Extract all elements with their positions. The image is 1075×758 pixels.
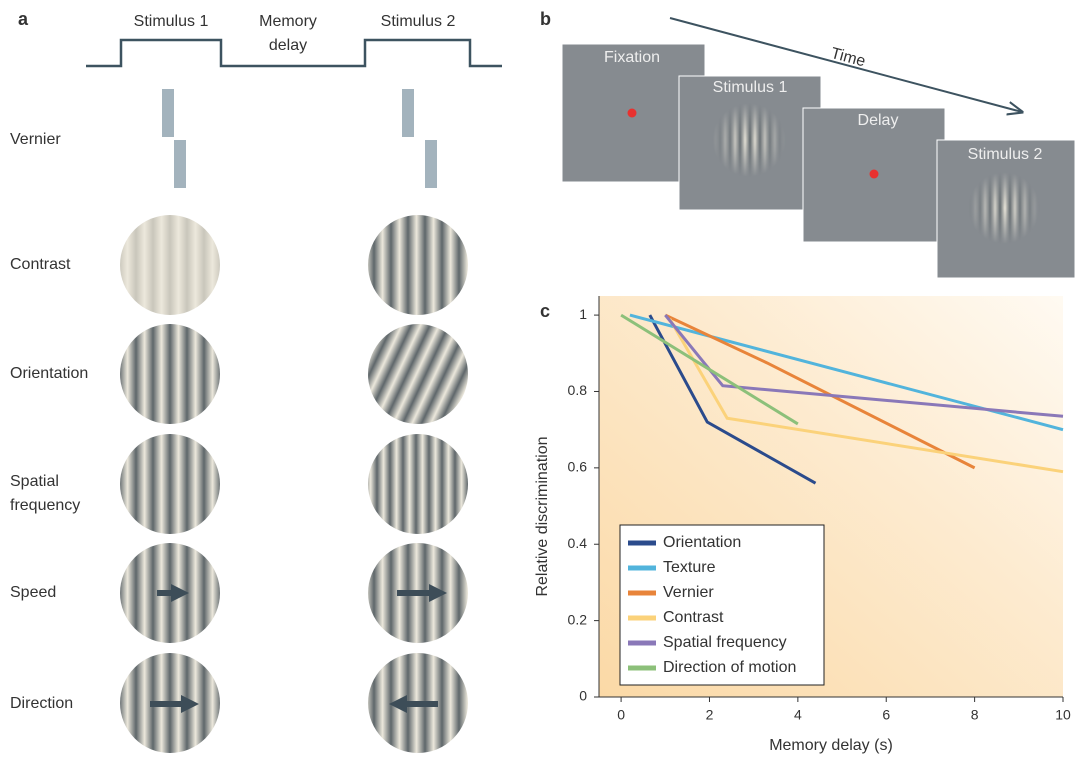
x-tick-label: 2 bbox=[706, 707, 714, 723]
gabor bbox=[968, 172, 1040, 244]
series-line bbox=[620, 313, 799, 426]
row-label: Orientation bbox=[10, 365, 88, 382]
frame-label: Delay bbox=[858, 112, 899, 129]
row-label: Speed bbox=[10, 584, 56, 601]
row-label: Contrast bbox=[10, 256, 71, 273]
legend-box bbox=[619, 524, 825, 686]
legend-label: Direction of motion bbox=[663, 659, 796, 676]
y-tick-label: 0.4 bbox=[568, 535, 588, 551]
timeline-label: Stimulus 1 bbox=[134, 13, 209, 30]
legend-label: Vernier bbox=[663, 584, 714, 601]
panel-label: b bbox=[540, 9, 551, 29]
frame-label: Stimulus 2 bbox=[968, 146, 1043, 163]
row-label: Direction bbox=[10, 695, 73, 712]
y-tick-label: 0.6 bbox=[568, 459, 588, 475]
x-tick-label: 4 bbox=[794, 707, 802, 723]
frame-label: Stimulus 1 bbox=[713, 79, 788, 96]
y-tick-label: 0 bbox=[579, 688, 587, 704]
row-label: Vernier bbox=[10, 131, 61, 148]
series-line bbox=[668, 318, 1064, 474]
timeline-label: Stimulus 2 bbox=[381, 13, 456, 30]
y-tick-label: 0.2 bbox=[568, 611, 588, 627]
row-label: Spatial frequency bbox=[10, 473, 81, 514]
legend-label: Contrast bbox=[663, 609, 724, 626]
panel-label: a bbox=[18, 9, 29, 29]
fixation-dot bbox=[869, 169, 879, 179]
chart: 0 2 4 6 8 10 0 0.2 0.4 0.6 0.8 1 Memory delay (s) Rel… bbox=[534, 296, 1071, 754]
frame-label: Fixation bbox=[604, 49, 660, 66]
legend-label: Spatial frequency bbox=[663, 634, 787, 651]
vernier-bars bbox=[162, 89, 437, 188]
y-tick-label: 0.8 bbox=[568, 382, 588, 398]
series-line bbox=[664, 313, 976, 470]
y-axis-label: Relative discrimination bbox=[534, 436, 551, 596]
y-tick-label: 1 bbox=[579, 306, 587, 322]
x-tick-label: 0 bbox=[617, 707, 625, 723]
legend-label: Texture bbox=[663, 559, 716, 576]
legend-label: Orientation bbox=[663, 534, 741, 551]
x-axis-label: Memory delay (s) bbox=[769, 737, 893, 754]
series-line bbox=[648, 314, 817, 485]
timeline bbox=[86, 38, 502, 68]
panel-label: c bbox=[540, 301, 550, 321]
fixation-dot bbox=[627, 108, 637, 118]
timeline-label: Memory delay bbox=[259, 13, 317, 54]
gratings bbox=[120, 215, 468, 753]
series-line bbox=[664, 314, 1064, 418]
x-tick-label: 6 bbox=[882, 707, 890, 723]
x-tick-label: 10 bbox=[1055, 707, 1071, 723]
motion-arrows bbox=[150, 584, 447, 713]
x-tick-label: 8 bbox=[971, 707, 979, 723]
time-arrow bbox=[669, 17, 1022, 112]
gabor bbox=[712, 103, 786, 177]
time-label: Time bbox=[829, 45, 867, 71]
